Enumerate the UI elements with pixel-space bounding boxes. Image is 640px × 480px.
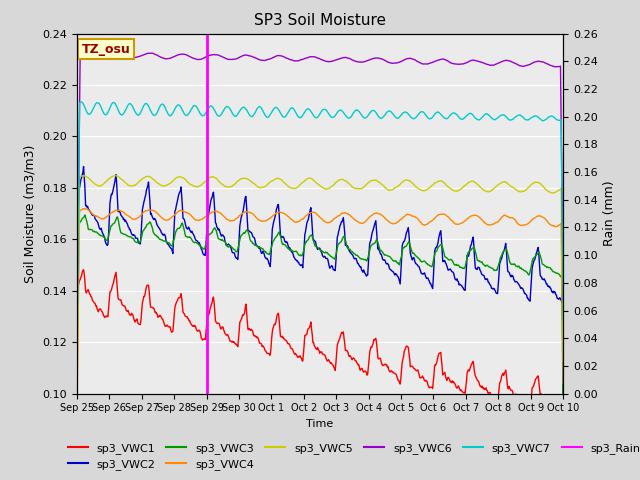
sp3_VWC6 xyxy=(559,297,567,302)
sp3_VWC7 xyxy=(73,375,81,381)
sp3_VWC1 xyxy=(83,290,90,296)
sp3_VWC4 xyxy=(394,219,401,225)
sp3_VWC5 xyxy=(207,174,215,180)
sp3_VWC1 xyxy=(207,301,215,307)
sp3_VWC4 xyxy=(83,206,90,212)
sp3_VWC4 xyxy=(559,381,567,386)
sp3_VWC4 xyxy=(182,210,189,216)
sp3_VWC3 xyxy=(394,260,401,266)
sp3_VWC1 xyxy=(182,313,189,319)
sp3_VWC5 xyxy=(380,183,387,189)
sp3_VWC2 xyxy=(380,257,387,263)
sp3_VWC2 xyxy=(80,164,88,169)
sp3_VWC6 xyxy=(394,60,401,66)
sp3_VWC5 xyxy=(73,411,81,417)
sp3_VWC4 xyxy=(207,210,215,216)
sp3_VWC3 xyxy=(132,240,140,245)
sp3_VWC3 xyxy=(559,421,567,427)
Title: SP3 Soil Moisture: SP3 Soil Moisture xyxy=(254,13,386,28)
sp3_VWC1 xyxy=(132,317,140,323)
Line: sp3_VWC7: sp3_VWC7 xyxy=(77,102,563,378)
sp3_VWC6 xyxy=(132,54,140,60)
sp3_VWC2 xyxy=(83,203,90,208)
sp3_VWC5 xyxy=(111,173,119,179)
Y-axis label: Soil Moisture (m3/m3): Soil Moisture (m3/m3) xyxy=(24,144,36,283)
sp3_VWC6 xyxy=(182,52,189,58)
sp3_VWC3 xyxy=(207,230,215,236)
sp3_VWC2 xyxy=(559,409,567,415)
sp3_VWC2 xyxy=(73,346,81,351)
sp3_VWC7 xyxy=(394,115,401,121)
sp3_VWC3 xyxy=(81,212,89,218)
sp3_VWC4 xyxy=(73,429,81,435)
sp3_VWC2 xyxy=(132,235,140,241)
sp3_VWC6 xyxy=(207,52,215,58)
sp3_VWC6 xyxy=(82,49,90,55)
sp3_VWC7 xyxy=(77,99,84,105)
sp3_VWC1 xyxy=(380,362,387,368)
sp3_VWC3 xyxy=(83,216,90,222)
sp3_VWC3 xyxy=(182,234,189,240)
Line: sp3_VWC5: sp3_VWC5 xyxy=(77,176,563,414)
sp3_VWC7 xyxy=(559,316,567,322)
Line: sp3_VWC2: sp3_VWC2 xyxy=(77,167,563,412)
sp3_VWC7 xyxy=(132,111,140,117)
Line: sp3_VWC6: sp3_VWC6 xyxy=(77,52,563,352)
sp3_VWC5 xyxy=(394,183,401,189)
sp3_VWC5 xyxy=(559,358,567,364)
sp3_VWC6 xyxy=(380,57,387,62)
sp3_VWC7 xyxy=(182,112,189,118)
Line: sp3_VWC1: sp3_VWC1 xyxy=(77,270,563,480)
sp3_VWC6 xyxy=(84,49,92,55)
sp3_VWC1 xyxy=(394,375,401,381)
X-axis label: Time: Time xyxy=(307,419,333,429)
Legend: sp3_VWC1, sp3_VWC2, sp3_VWC3, sp3_VWC4, sp3_VWC5, sp3_VWC6, sp3_VWC7, sp3_Rain: sp3_VWC1, sp3_VWC2, sp3_VWC3, sp3_VWC4, … xyxy=(63,438,640,474)
sp3_VWC4 xyxy=(132,216,140,222)
sp3_VWC3 xyxy=(380,251,387,256)
sp3_VWC4 xyxy=(81,205,89,211)
sp3_VWC1 xyxy=(73,406,81,411)
sp3_VWC5 xyxy=(82,173,90,179)
sp3_VWC6 xyxy=(73,349,81,355)
Line: sp3_VWC3: sp3_VWC3 xyxy=(77,215,563,424)
sp3_VWC5 xyxy=(132,181,140,187)
sp3_VWC7 xyxy=(83,108,90,114)
Line: sp3_VWC4: sp3_VWC4 xyxy=(77,208,563,432)
Y-axis label: Rain (mm): Rain (mm) xyxy=(604,181,616,246)
sp3_VWC2 xyxy=(394,274,401,279)
Text: TZ_osu: TZ_osu xyxy=(82,43,131,56)
sp3_VWC1 xyxy=(80,267,88,273)
sp3_VWC2 xyxy=(207,196,215,202)
sp3_VWC4 xyxy=(380,214,387,219)
sp3_VWC5 xyxy=(182,177,189,183)
sp3_VWC7 xyxy=(207,103,215,109)
sp3_VWC7 xyxy=(380,114,387,120)
sp3_VWC2 xyxy=(182,223,189,228)
sp3_VWC3 xyxy=(73,394,81,399)
